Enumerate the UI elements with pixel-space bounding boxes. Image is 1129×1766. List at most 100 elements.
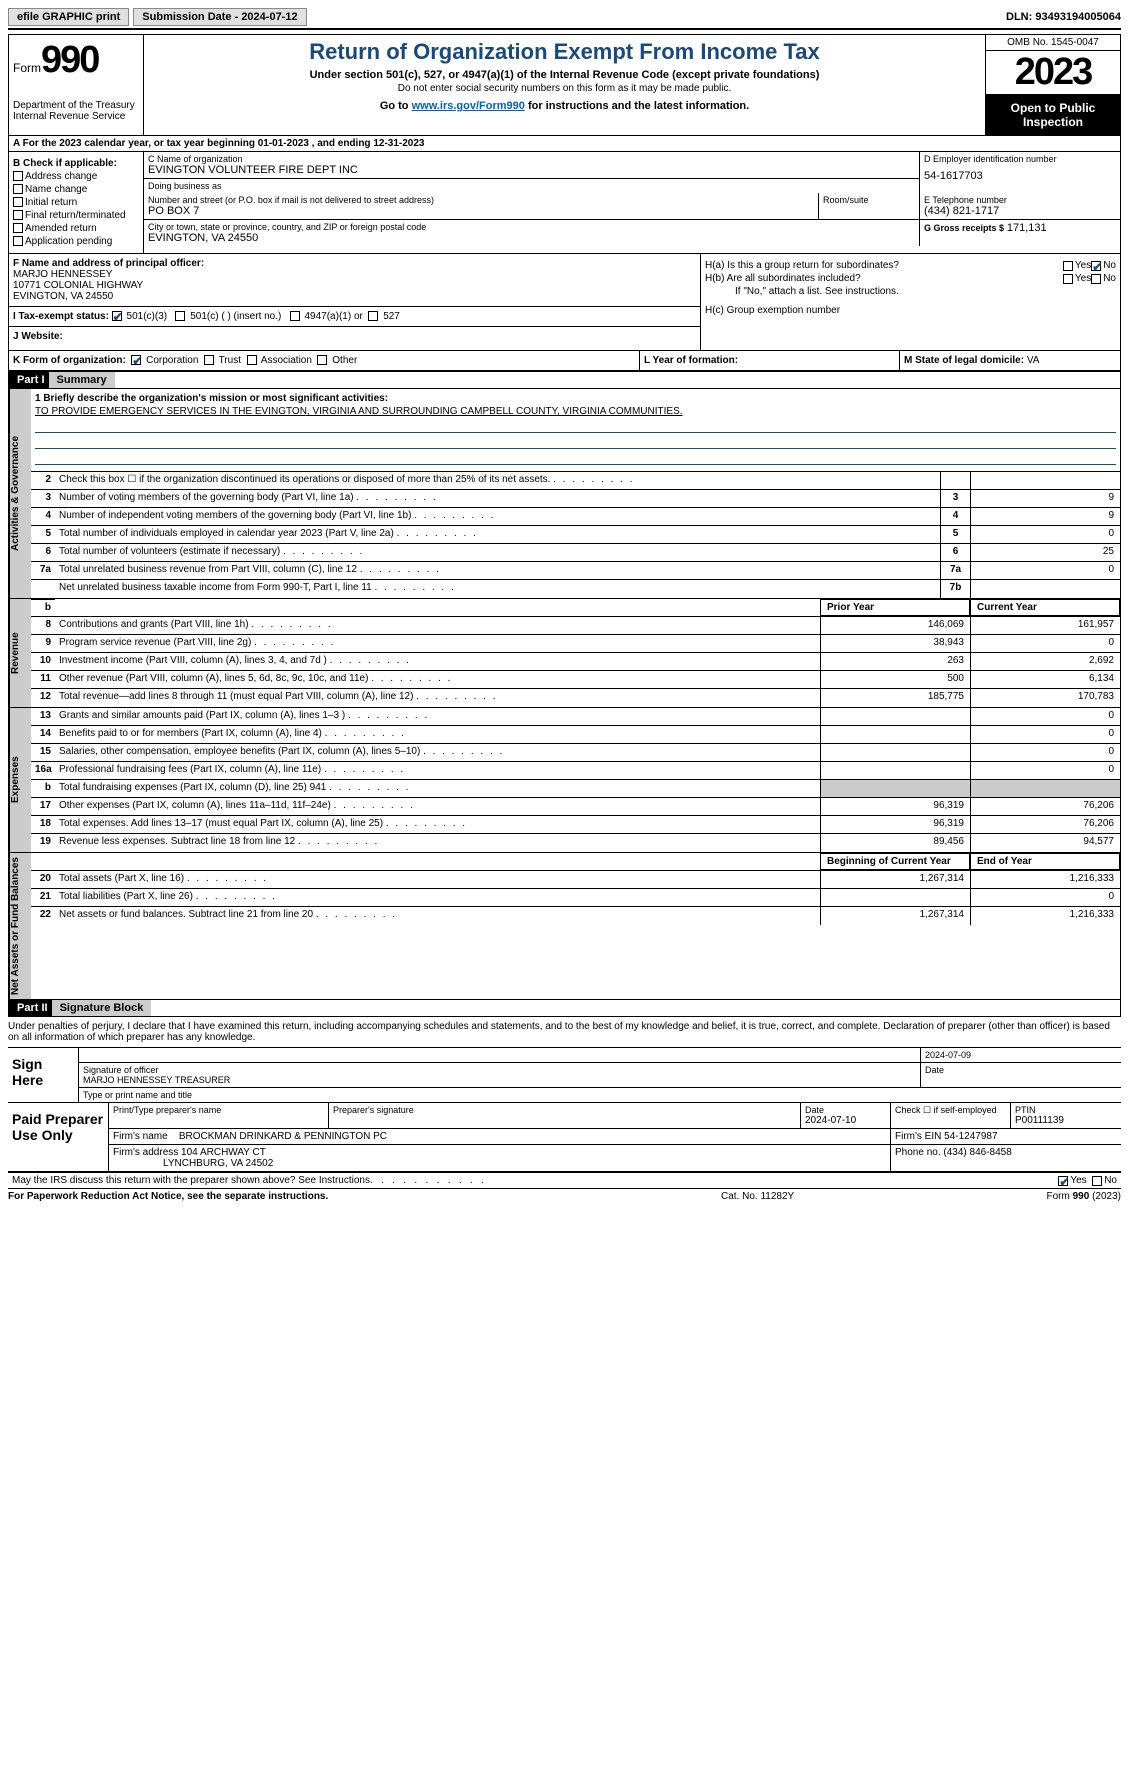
vtab-expenses: Expenses xyxy=(9,708,31,852)
form-prefix: Form xyxy=(13,61,41,75)
chk-initial[interactable]: Initial return xyxy=(13,197,139,208)
exp-line: 16aProfessional fundraising fees (Part I… xyxy=(31,762,1120,780)
vtab-netassets: Net Assets or Fund Balances xyxy=(9,853,31,999)
chk-4947[interactable] xyxy=(290,311,300,321)
hb-no[interactable] xyxy=(1091,274,1101,284)
officer-addr1: 10771 COLONIAL HIGHWAY xyxy=(13,280,696,291)
tax-year: 2023 xyxy=(986,51,1120,95)
hb-yes[interactable] xyxy=(1063,274,1073,284)
form-subtitle-2: Do not enter social security numbers on … xyxy=(152,83,977,94)
part1-header: Part I xyxy=(9,372,53,388)
chk-address[interactable]: Address change xyxy=(13,171,139,182)
vtab-revenue: Revenue xyxy=(9,599,31,707)
part2-title: Signature Block xyxy=(52,1000,152,1016)
open-inspection: Open to Public Inspection xyxy=(986,95,1120,135)
mission-text: TO PROVIDE EMERGENCY SERVICES IN THE EVI… xyxy=(35,406,1116,417)
ptin: P00111139 xyxy=(1015,1115,1117,1126)
prep-date: 2024-07-10 xyxy=(805,1115,886,1126)
row-a-tax-year: A For the 2023 calendar year, or tax yea… xyxy=(8,136,1121,152)
omb-number: OMB No. 1545-0047 xyxy=(986,35,1120,51)
rev-line: 11Other revenue (Part VIII, column (A), … xyxy=(31,671,1120,689)
gov-line: 2Check this box ☐ if the organization di… xyxy=(31,472,1120,490)
rev-line: 9Program service revenue (Part VIII, lin… xyxy=(31,635,1120,653)
officer-name: MARJO HENNESSEY xyxy=(13,269,696,280)
ein: 54-1617703 xyxy=(924,170,1116,182)
street-address: PO BOX 7 xyxy=(148,205,814,217)
firm-ein: 54-1247987 xyxy=(944,1131,997,1142)
chk-501c[interactable] xyxy=(175,311,185,321)
irs-label: Internal Revenue Service xyxy=(13,111,139,122)
phone: (434) 821-1717 xyxy=(924,205,1116,217)
firm-addr2: LYNCHBURG, VA 24502 xyxy=(163,1158,273,1169)
exp-line: 14Benefits paid to or for members (Part … xyxy=(31,726,1120,744)
gross-receipts: 171,131 xyxy=(1007,222,1047,234)
submission-date: Submission Date - 2024-07-12 xyxy=(133,8,306,26)
rev-line: 12Total revenue—add lines 8 through 11 (… xyxy=(31,689,1120,707)
ha-yes[interactable] xyxy=(1063,261,1073,271)
exp-line: 15Salaries, other compensation, employee… xyxy=(31,744,1120,762)
chk-other[interactable] xyxy=(317,355,327,365)
chk-trust[interactable] xyxy=(204,355,214,365)
exp-line: 13Grants and similar amounts paid (Part … xyxy=(31,708,1120,726)
top-bar: efile GRAPHIC print Submission Date - 20… xyxy=(8,8,1121,30)
na-line: 21Total liabilities (Part X, line 26) 0 xyxy=(31,889,1120,907)
rev-line: 8Contributions and grants (Part VIII, li… xyxy=(31,617,1120,635)
form-subtitle-3: Go to www.irs.gov/Form990 for instructio… xyxy=(152,100,977,112)
discuss-yes[interactable] xyxy=(1058,1176,1068,1186)
firm-addr1: 104 ARCHWAY CT xyxy=(181,1147,266,1158)
form-subtitle-1: Under section 501(c), 527, or 4947(a)(1)… xyxy=(152,69,977,81)
chk-name[interactable]: Name change xyxy=(13,184,139,195)
dept-treasury: Department of the Treasury xyxy=(13,100,139,111)
vtab-governance: Activities & Governance xyxy=(9,389,31,598)
paid-preparer-label: Paid Preparer Use Only xyxy=(8,1103,108,1171)
part2-header: Part II xyxy=(9,1000,56,1016)
summary-expenses: Expenses 13Grants and similar amounts pa… xyxy=(8,708,1121,853)
perjury-declaration: Under penalties of perjury, I declare th… xyxy=(8,1017,1121,1048)
part1-title: Summary xyxy=(49,372,115,388)
form-title: Return of Organization Exempt From Incom… xyxy=(152,39,977,65)
chk-corp[interactable] xyxy=(131,355,141,365)
gov-line: 6Total number of volunteers (estimate if… xyxy=(31,544,1120,562)
chk-final[interactable]: Final return/terminated xyxy=(13,210,139,221)
discuss-no[interactable] xyxy=(1092,1176,1102,1186)
row-fh: F Name and address of principal officer:… xyxy=(8,254,1121,351)
rev-line: 10Investment income (Part VIII, column (… xyxy=(31,653,1120,671)
org-name: EVINGTON VOLUNTEER FIRE DEPT INC xyxy=(148,164,915,176)
chk-amended[interactable]: Amended return xyxy=(13,223,139,234)
na-line: 20Total assets (Part X, line 16) 1,267,3… xyxy=(31,871,1120,889)
summary-revenue: Revenue bPrior YearCurrent Year 8Contrib… xyxy=(8,599,1121,708)
irs-link[interactable]: www.irs.gov/Form990 xyxy=(412,100,525,112)
exp-line: 19Revenue less expenses. Subtract line 1… xyxy=(31,834,1120,852)
gov-line: 5Total number of individuals employed in… xyxy=(31,526,1120,544)
box-b: B Check if applicable: Address change Na… xyxy=(9,152,144,253)
chk-501c3[interactable] xyxy=(112,311,122,321)
firm-phone: (434) 846-8458 xyxy=(943,1147,1011,1158)
summary-netassets: Net Assets or Fund Balances Beginning of… xyxy=(8,853,1121,1000)
officer-addr2: EVINGTON, VA 24550 xyxy=(13,291,696,302)
chk-527[interactable] xyxy=(368,311,378,321)
exp-line: 18Total expenses. Add lines 13–17 (must … xyxy=(31,816,1120,834)
gov-line: 7aTotal unrelated business revenue from … xyxy=(31,562,1120,580)
summary-governance: Activities & Governance 1 Briefly descri… xyxy=(8,389,1121,599)
main-info-grid: B Check if applicable: Address change Na… xyxy=(8,152,1121,254)
efile-button[interactable]: efile GRAPHIC print xyxy=(8,8,129,26)
form-header: Form990 Department of the Treasury Inter… xyxy=(8,34,1121,136)
gov-line: Net unrelated business taxable income fr… xyxy=(31,580,1120,598)
exp-line: bTotal fundraising expenses (Part IX, co… xyxy=(31,780,1120,798)
gov-line: 4Number of independent voting members of… xyxy=(31,508,1120,526)
firm-name: BROCKMAN DRINKARD & PENNINGTON PC xyxy=(179,1131,387,1142)
city-state-zip: EVINGTON, VA 24550 xyxy=(148,232,915,244)
state-domicile: VA xyxy=(1027,355,1040,366)
na-line: 22Net assets or fund balances. Subtract … xyxy=(31,907,1120,925)
officer-signature: MARJO HENNESSEY TREASURER xyxy=(83,1075,230,1085)
form-number: 990 xyxy=(41,39,98,81)
exp-line: 17Other expenses (Part IX, column (A), l… xyxy=(31,798,1120,816)
chk-assoc[interactable] xyxy=(247,355,257,365)
sig-date: 2024-07-09 xyxy=(921,1048,1121,1062)
row-klm: K Form of organization: Corporation Trus… xyxy=(8,351,1121,371)
page-footer: For Paperwork Reduction Act Notice, see … xyxy=(8,1189,1121,1204)
chk-pending[interactable]: Application pending xyxy=(13,236,139,247)
discuss-question: May the IRS discuss this return with the… xyxy=(12,1175,1058,1186)
dln-value: DLN: 93493194005064 xyxy=(1006,11,1121,23)
ha-no[interactable] xyxy=(1091,261,1101,271)
